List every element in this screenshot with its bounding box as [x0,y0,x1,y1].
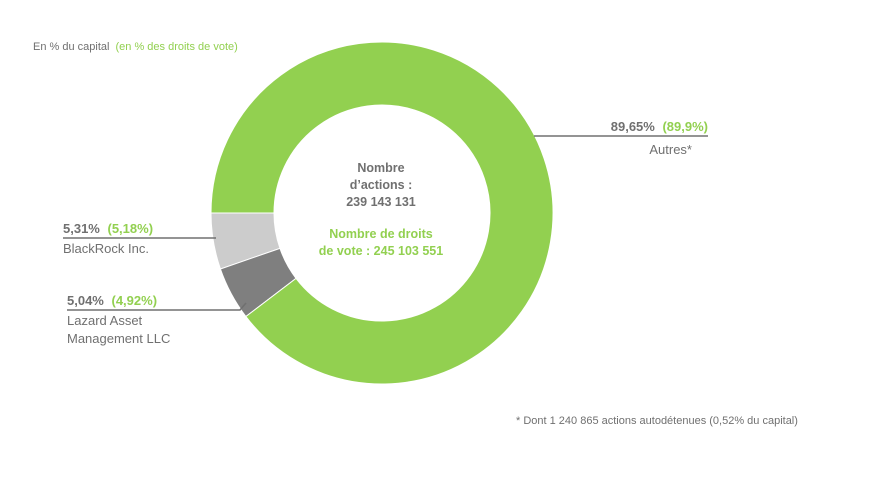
leader-lines [63,135,708,311]
center-shares-value: 239 143 131 [346,195,416,209]
chart-caption: En % du capital (en % des droits de vote… [33,41,238,53]
footnote: * Dont 1 240 865 actions autodétenues (0… [516,415,798,427]
lazard-votes-value: (4,92%) [112,293,158,308]
center-votes-line1: Nombre de droits [329,227,433,241]
blackrock-values: 5,31% (5,18%) [63,221,153,236]
autres-capital-value: 89,65% [611,119,656,134]
donut-center-text: Nombre d’actions : 239 143 131 Nombre de… [319,161,443,258]
slice-label-lazard: 5,04% (4,92%) Lazard Asset Management LL… [67,293,170,346]
caption-capital: En % du capital [33,41,109,53]
center-shares-line2: d’actions : [350,178,413,192]
autres-label: Autres* [649,142,692,157]
autres-values: 89,65% (89,9%) [611,119,708,134]
slice-label-autres: 89,65% (89,9%) Autres* [611,119,708,157]
leader-line-lazard [67,302,247,311]
donut-slices [210,41,554,385]
autres-votes-value: (89,9%) [662,119,708,134]
blackrock-label: BlackRock Inc. [63,241,149,256]
slice-label-blackrock: 5,31% (5,18%) BlackRock Inc. [63,221,153,256]
center-shares-line1: Nombre [357,161,404,175]
blackrock-capital-value: 5,31% [63,221,100,236]
lazard-label-line2: Management LLC [67,331,170,346]
blackrock-votes-value: (5,18%) [108,221,154,236]
center-votes-line2: de vote : 245 103 551 [319,244,443,258]
lazard-label-line1: Lazard Asset [67,313,143,328]
caption-votes: (en % des droits de vote) [116,41,238,53]
lazard-values: 5,04% (4,92%) [67,293,157,308]
slice-autres [210,41,554,385]
lazard-capital-value: 5,04% [67,293,104,308]
